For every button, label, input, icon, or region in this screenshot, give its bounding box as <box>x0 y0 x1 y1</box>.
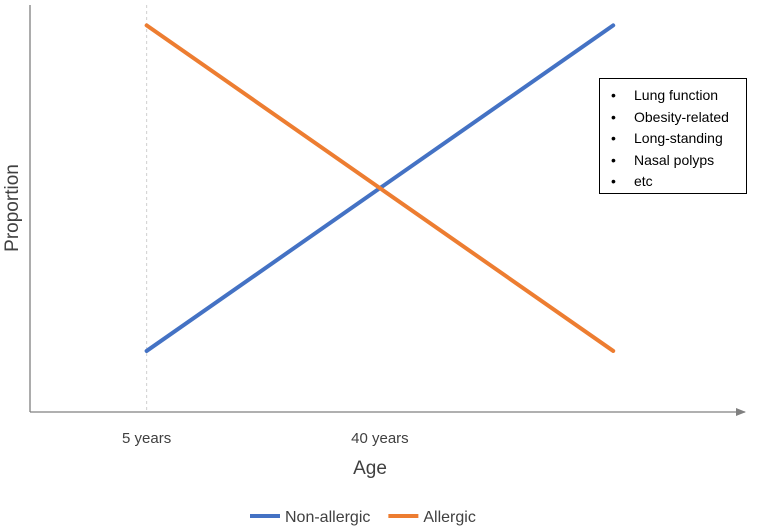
legend: Non-allergic Allergic <box>250 509 476 526</box>
legend-label: Allergic <box>423 509 475 526</box>
x-tick-label: 40 years <box>351 430 409 447</box>
annotation-item: Lung function <box>600 85 746 107</box>
x-tick-label: 5 years <box>122 430 171 447</box>
y-axis-label: Proportion <box>2 164 23 252</box>
annotation-box: Lung function Obesity-related Long-stand… <box>599 78 747 194</box>
annotation-item: Obesity-related <box>600 107 746 129</box>
annotation-item: Long-standing <box>600 128 746 150</box>
x-axis-label: Age <box>353 458 387 479</box>
series-line-allergic <box>144 23 616 353</box>
annotation-item: etc <box>600 171 746 193</box>
legend-label: Non-allergic <box>285 509 370 526</box>
annotation-item: Nasal polyps <box>600 150 746 172</box>
